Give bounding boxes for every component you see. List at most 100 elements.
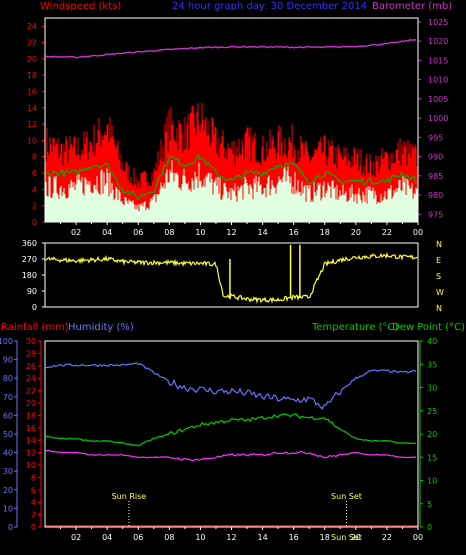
windspeed-tick-label: 18 [27, 71, 37, 80]
temperature-tick-label: 40 [427, 337, 437, 346]
direction-tick-label: 0 [32, 303, 37, 312]
direction-tick-label: 180 [22, 271, 37, 280]
x-tick-label-p3: 10 [195, 533, 205, 542]
x-tick-label-p1: 02 [71, 228, 81, 237]
temperature-axis-title: Temperature (°C) [311, 322, 398, 333]
x-tick-label-p1: 16 [289, 228, 299, 237]
humidity-tick-label: 0 [8, 523, 13, 532]
x-tick-label-p3: 12 [226, 533, 236, 542]
temperature-tick-label: 5 [427, 500, 432, 509]
windspeed-tick-label: 2 [32, 202, 37, 211]
rainfall-tick-label: 4 [31, 498, 36, 507]
compass-label: N [436, 304, 442, 313]
rainfall-tick-label: 18 [26, 411, 36, 420]
humidity-tick-label: 80 [3, 374, 13, 383]
barometer-axis-title: Barometer (mb) [372, 1, 452, 12]
x-tick-label-p1: 08 [164, 228, 174, 237]
direction-tick-label: 270 [22, 255, 37, 264]
humidity-line [45, 362, 417, 410]
barometer-tick-label: 995 [428, 133, 443, 142]
barometer-tick-label: 1020 [428, 37, 448, 46]
barometer-tick-label: 1025 [428, 18, 448, 27]
humidity-tick-label: 50 [3, 430, 13, 439]
dewpoint-line [46, 450, 417, 462]
rainfall-tick-label: 10 [26, 461, 36, 470]
windspeed-tick-label: 14 [27, 104, 37, 113]
compass-label: S [436, 272, 441, 281]
windspeed-tick-label: 16 [27, 87, 37, 96]
compass-label: E [436, 256, 441, 265]
humidity-panel-frame [44, 340, 419, 528]
direction-panel-frame [44, 242, 419, 308]
rainfall-tick-label: 30 [26, 337, 36, 346]
x-tick-label-p1: 00 [413, 228, 423, 237]
humidity-tick-label: 90 [3, 356, 13, 365]
barometer-tick-label: 975 [428, 210, 443, 219]
temperature-tick-label: 30 [427, 384, 437, 393]
sunrise-label: Sun Rise [112, 492, 147, 501]
x-tick-label-p1: 10 [195, 228, 205, 237]
x-tick-label-p3: 14 [257, 533, 267, 542]
humidity-tick-label: 40 [3, 449, 13, 458]
x-tick-label-p3: 00 [413, 533, 423, 542]
compass-label: W [436, 288, 444, 297]
rainfall-tick-label: 0 [31, 523, 36, 532]
x-tick-label-p3: 20 [351, 533, 361, 542]
rainfall-axis-title: Rainfall (mm) [1, 322, 69, 333]
rainfall-tick-label: 16 [26, 424, 36, 433]
barometer-tick-label: 1005 [428, 95, 448, 104]
humidity-axis-title: Humidity (%) [68, 322, 134, 333]
x-tick-label-p3: 22 [382, 533, 392, 542]
x-tick-label-p3: 04 [102, 533, 112, 542]
temperature-line [45, 413, 417, 447]
barometer-tick-label: 985 [428, 172, 443, 181]
humidity-tick-label: 30 [3, 467, 13, 476]
windspeed-tick-label: 24 [27, 22, 37, 31]
humidity-tick-label: 20 [3, 486, 13, 495]
sunset-label: Sun Set [331, 492, 362, 501]
temperature-tick-label: 20 [427, 430, 437, 439]
temperature-tick-label: 35 [427, 360, 437, 369]
barometer-tick-label: 990 [428, 153, 443, 162]
windspeed-tick-label: 8 [32, 153, 37, 162]
temperature-tick-label: 0 [427, 523, 432, 532]
temperature-tick-label: 15 [427, 453, 437, 462]
direction-tick-label: 90 [27, 287, 37, 296]
x-tick-label-p1: 18 [320, 228, 330, 237]
temperature-tick-label: 25 [427, 407, 437, 416]
x-tick-label-p1: 20 [351, 228, 361, 237]
humidity-tick-label: 100 [0, 337, 13, 346]
x-tick-label-p1: 04 [102, 228, 112, 237]
x-tick-label-p3: 18 [320, 533, 330, 542]
compass-label: N [436, 240, 442, 249]
windspeed-tick-label: 12 [27, 120, 37, 129]
wind-direction-line [45, 252, 418, 304]
windspeed-tick-label: 10 [27, 136, 37, 145]
barometer-tick-label: 1015 [428, 56, 448, 65]
x-tick-label-p3: 08 [164, 533, 174, 542]
rainfall-tick-label: 12 [26, 449, 36, 458]
sunset-axis-label: Sun Set [331, 533, 362, 542]
x-tick-label-p1: 12 [226, 228, 236, 237]
wind-average-line [45, 153, 417, 201]
rainfall-tick-label: 20 [26, 399, 36, 408]
rainfall-tick-label: 24 [26, 374, 36, 383]
rainfall-tick-label: 8 [31, 473, 36, 482]
direction-tick-label: 360 [22, 239, 37, 248]
windspeed-tick-label: 20 [27, 55, 37, 64]
humidity-tick-label: 10 [3, 504, 13, 513]
x-tick-label-p3: 02 [71, 533, 81, 542]
barometer-tick-label: 980 [428, 191, 443, 200]
temperature-tick-label: 10 [427, 477, 437, 486]
windspeed-tick-label: 4 [32, 185, 37, 194]
humidity-tick-label: 60 [3, 411, 13, 420]
rainfall-tick-label: 26 [26, 362, 36, 371]
barometer-line [45, 39, 417, 59]
humidity-tick-label: 70 [3, 393, 13, 402]
x-tick-label-p1: 22 [382, 228, 392, 237]
rainfall-tick-label: 28 [26, 349, 36, 358]
windspeed-tick-label: 6 [32, 169, 37, 178]
rainfall-tick-label: 6 [31, 486, 36, 495]
